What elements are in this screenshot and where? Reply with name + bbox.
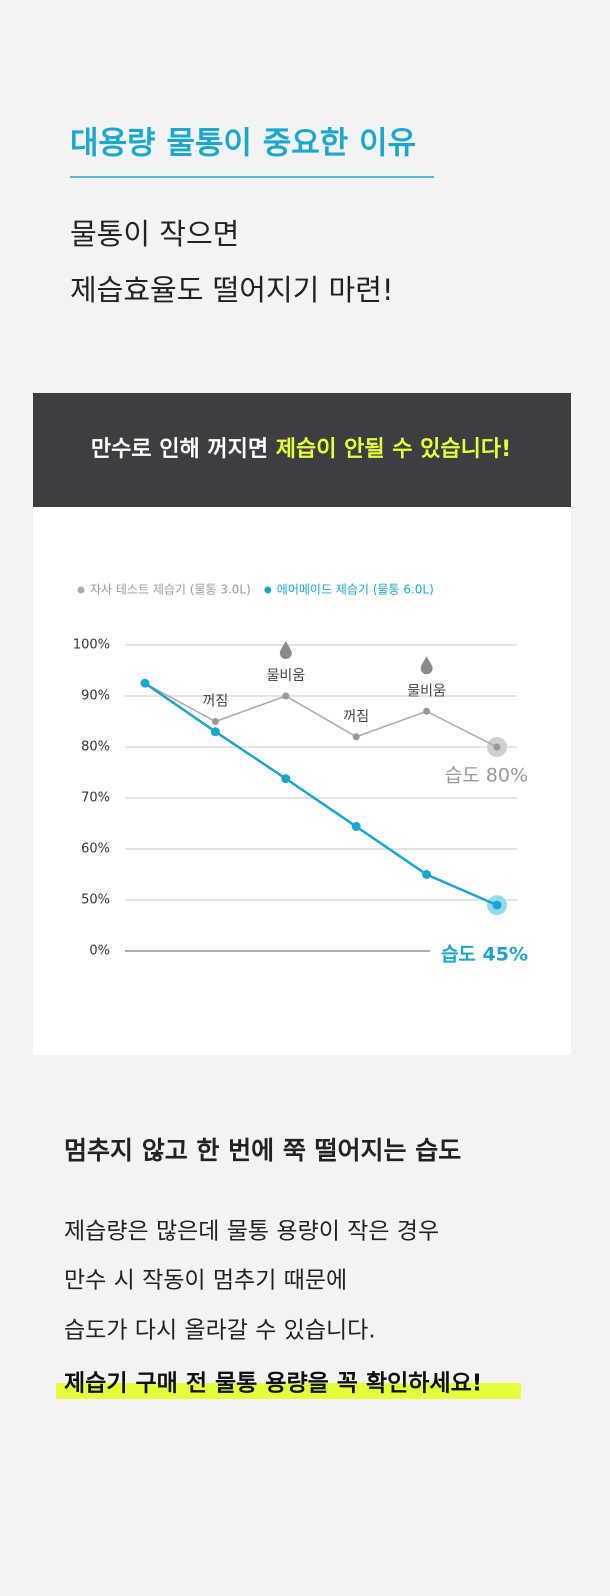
y-tick-label: 80%	[81, 740, 110, 755]
data-point	[422, 870, 432, 879]
drop-icon	[279, 641, 292, 659]
paragraph-line: 제습량은 많은데 물통 용량이 작은 경우	[64, 1219, 439, 1245]
banner-text: 만수로 인해 꺼지면 제습이 안될 수 있습니다!	[91, 437, 511, 462]
annotation: 물비움	[266, 668, 305, 684]
end-label: 습도 80%	[445, 765, 528, 787]
chart: 100% 90% 80% 70% 60% 50% 0% 자사 테스트 제습기 (물통 3.0L…	[73, 583, 528, 966]
page-title: 대용량 물통이 중요한 이유	[70, 126, 416, 162]
highlight-line: 제습기 구매 전 물통 용량을 꼭 확인하세요!	[64, 1371, 482, 1397]
data-point	[492, 900, 502, 910]
legend-label: 에어메이드 제습기 (물통 6.0L)	[277, 583, 434, 597]
y-tick-label: 100%	[73, 638, 110, 653]
data-point	[351, 822, 361, 832]
legend-label: 자사 테스트 제습기 (물통 3.0L)	[90, 583, 251, 597]
banner-part: 만수로 인해 꺼지면	[91, 437, 276, 462]
data-point	[282, 692, 290, 700]
banner-highlight: 제습이 안될 수 있습니다!	[276, 437, 511, 462]
data-point	[210, 727, 220, 737]
paragraph-line: 만수 시 작동이 멈추기 때문에	[64, 1268, 347, 1294]
annotation: 물비움	[407, 683, 446, 699]
y-tick-label: 60%	[81, 842, 110, 857]
data-point	[281, 774, 291, 784]
annotation: 꺼짐	[343, 709, 369, 725]
headline: 제습효율도 떨어지기 마련!	[70, 273, 394, 307]
data-point	[352, 733, 360, 741]
headline: 물통이 작으면	[70, 217, 239, 251]
legend-dot	[264, 586, 272, 594]
y-tick-label: 50%	[81, 893, 110, 908]
y-tick-label: 70%	[81, 791, 110, 806]
series-line	[144, 682, 498, 748]
end-label: 습도 45%	[441, 944, 528, 966]
data-point	[493, 743, 501, 751]
data-point	[211, 718, 219, 725]
data-point	[423, 707, 431, 715]
drop-icon	[420, 656, 433, 675]
highlight-mark	[56, 1383, 521, 1399]
section-heading: 멈추지 않고 한 번에 쭉 떨어지는 습도	[64, 1136, 461, 1165]
paragraph-line: 습도가 다시 올라갈 수 있습니다.	[64, 1318, 376, 1344]
annotation: 꺼짐	[203, 694, 229, 710]
series-line	[144, 682, 498, 907]
banner	[33, 393, 571, 507]
chart-panel	[33, 507, 571, 1055]
y-tick-label: 0%	[89, 944, 110, 959]
y-tick-label: 90%	[81, 689, 110, 704]
legend-dot	[77, 586, 85, 594]
data-point	[140, 678, 150, 688]
